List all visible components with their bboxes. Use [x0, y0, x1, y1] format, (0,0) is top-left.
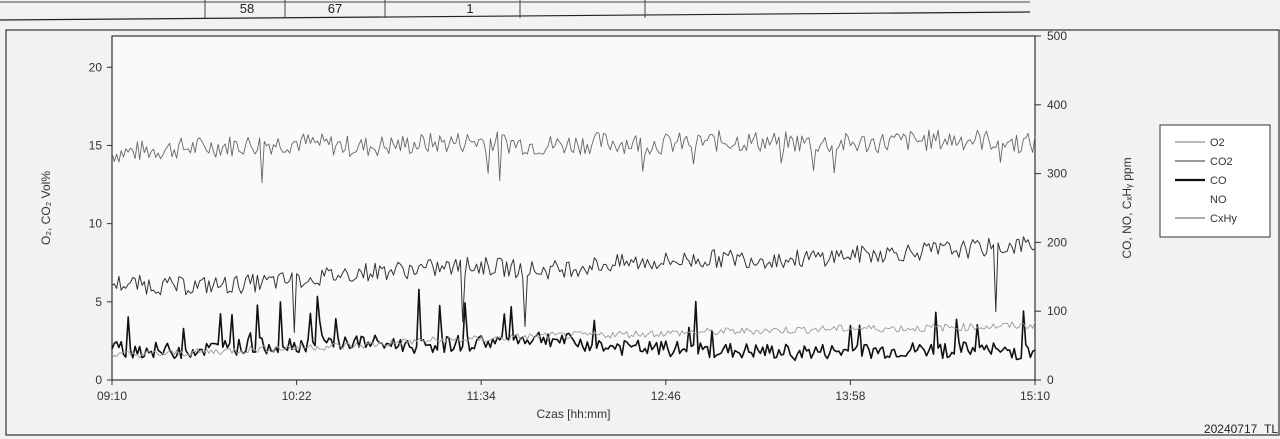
y-left-tick-label-3: 15	[89, 138, 103, 152]
y-right-tick-label-0: 0	[1047, 373, 1054, 387]
table-cell-3: 1	[466, 1, 474, 16]
x-tick-label-2: 11:34	[467, 389, 496, 403]
y-right-tick-label-5: 500	[1047, 29, 1067, 43]
series-co2-line	[111, 236, 1036, 334]
legend-label-0: O2	[1210, 137, 1225, 149]
x-tick-label-0: 09:10	[97, 389, 127, 403]
y-left-axis-label: O₂, CO₂ Vol%	[39, 171, 53, 245]
y-right-tick-label-4: 400	[1047, 98, 1067, 112]
document-id: 20240717_TL	[1203, 422, 1278, 436]
table-cell-2: 67	[327, 1, 343, 16]
chart-frame	[5, 29, 1280, 436]
y-left-tick-label-4: 20	[89, 60, 103, 74]
series-co-line	[111, 288, 1036, 362]
x-tick-label-3: 12:46	[651, 389, 681, 403]
y-left-tick-label-1: 5	[95, 295, 102, 309]
x-axis-label: Czas [hh:mm]	[536, 407, 610, 421]
y-left-tick-label-0: 0	[95, 373, 102, 387]
y-right-tick-label-1: 100	[1047, 304, 1067, 318]
x-tick-label-1: 10:22	[282, 389, 312, 403]
legend-label-2: CO	[1210, 175, 1227, 187]
legend-label-4: CxHy	[1210, 213, 1237, 225]
legend-label-3: NO	[1210, 194, 1227, 206]
x-tick-label-4: 13:58	[835, 389, 865, 403]
legend-label-1: CO2	[1210, 156, 1233, 168]
y-right-tick-label-2: 200	[1047, 235, 1067, 249]
table-cell-1: 58	[239, 1, 255, 16]
table-bottom-line	[0, 11, 1031, 21]
y-right-axis-label: CO, NO, CₓHᵧ ppm	[1120, 157, 1134, 258]
series-cxhy-line	[111, 321, 1036, 359]
y-left-tick-label-2: 10	[89, 217, 103, 231]
top-table: 58 67 1	[0, 0, 1280, 20]
series-o2-line	[111, 129, 1036, 184]
plot-area	[111, 35, 1036, 381]
y-right-tick-label-3: 300	[1047, 167, 1067, 181]
x-tick-label-5: 15:10	[1020, 389, 1050, 403]
